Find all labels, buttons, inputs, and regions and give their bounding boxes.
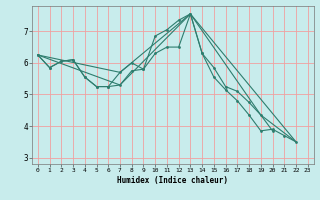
- X-axis label: Humidex (Indice chaleur): Humidex (Indice chaleur): [117, 176, 228, 185]
